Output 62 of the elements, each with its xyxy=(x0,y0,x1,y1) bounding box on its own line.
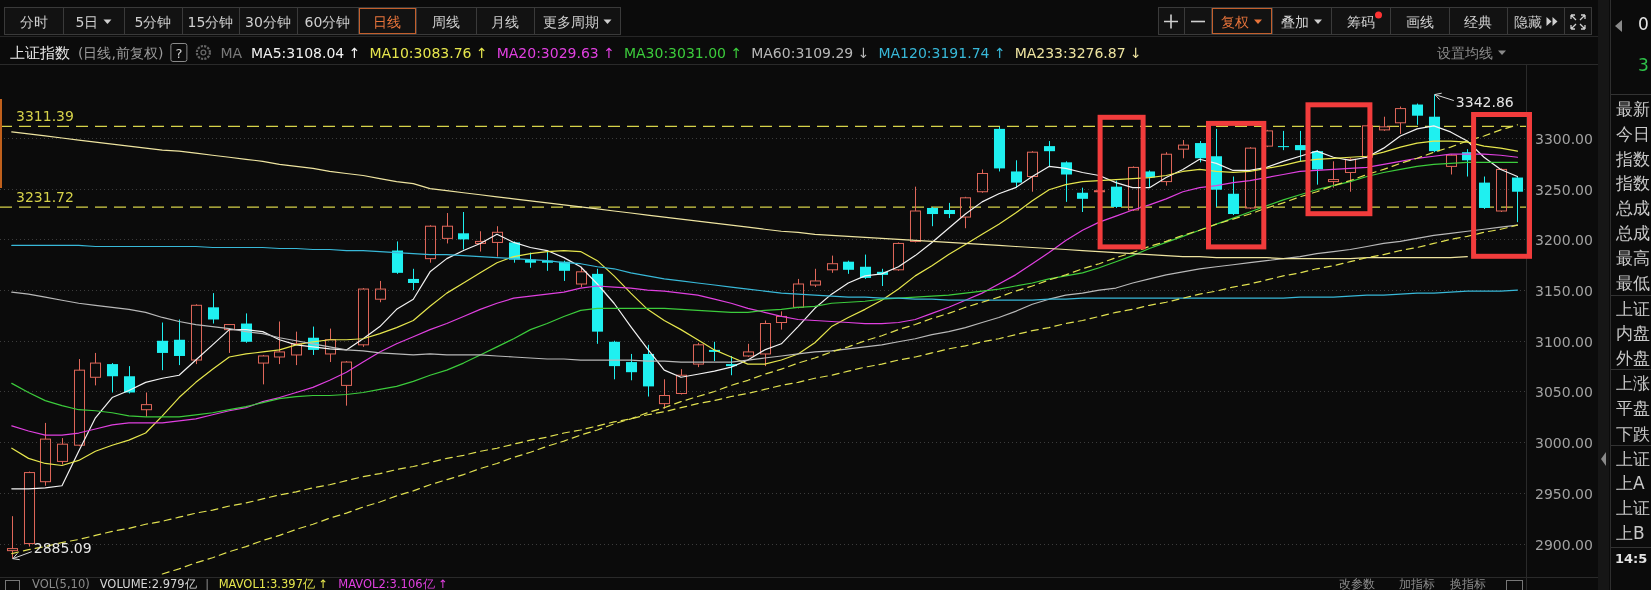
text: 最低 xyxy=(1616,272,1650,293)
text: 上涨 xyxy=(1616,373,1650,393)
text: 总成 xyxy=(1615,198,1650,218)
y-tick-label: 3050.00 xyxy=(1535,384,1593,401)
text: 上证 xyxy=(1616,298,1650,319)
y-tick-label: 3200.00 xyxy=(1535,232,1593,249)
text: 平盘 xyxy=(1616,398,1650,418)
button: 周线 xyxy=(416,7,477,35)
button: 复权 xyxy=(1211,7,1273,35)
text: 上A xyxy=(1616,473,1645,493)
button: 经典 xyxy=(1449,7,1508,35)
button: 15分钟 xyxy=(182,7,240,35)
y-tick-label: 3150.00 xyxy=(1535,283,1593,300)
y-tick-label: 2950.00 xyxy=(1535,485,1593,502)
button: 60分钟 xyxy=(297,7,359,35)
chart-title: 上证指数 xyxy=(10,44,70,62)
text: 上证 xyxy=(1616,498,1650,518)
annotation: 换指标 xyxy=(1450,577,1486,590)
button: 隐藏 xyxy=(1507,7,1565,35)
chart-subtitle: (日线,前复权) xyxy=(78,45,164,61)
annotation: VOL(5,10) xyxy=(32,577,90,590)
button: 30分钟 xyxy=(239,7,298,35)
text: 设置均线 xyxy=(1437,45,1493,61)
button: 画线 xyxy=(1390,7,1450,35)
button: 5分钟 xyxy=(124,7,183,35)
button: 分时 xyxy=(4,7,64,35)
text: 下跌 xyxy=(1616,423,1650,444)
y-tick-label: 3100.00 xyxy=(1535,333,1593,350)
ref-line-label: 3311.39 xyxy=(16,108,74,125)
annotation: VOLUME:2.979亿 xyxy=(99,577,197,590)
ref-line-label: 3231.72 xyxy=(16,189,74,206)
text: 上B xyxy=(1616,522,1645,543)
annotation: MAVOL1:3.397亿 ↑ xyxy=(218,577,329,590)
annotation: 改参数 xyxy=(1339,577,1375,590)
y-tick-label: 3000.00 xyxy=(1535,435,1593,452)
text: 最高 xyxy=(1616,247,1650,268)
y-tick-label: 3250.00 xyxy=(1535,181,1593,198)
text: 上证 xyxy=(1616,449,1650,469)
text: 0 xyxy=(1638,14,1649,34)
annotation: 2885.09 xyxy=(33,539,92,556)
text: 今日 xyxy=(1616,123,1650,144)
button: 更多周期 xyxy=(534,7,621,35)
button: 叠加 xyxy=(1272,7,1332,35)
button: 筹码 xyxy=(1331,7,1391,35)
legend: MA MA5:3108.04 ↑ MA10:3083.76 ↑ MA20:3029.63 ↑ MA30:3031.00 ↑ MA60:3109.29 ↓ MA120:3191.74 ↑ MA233:3276.87 ↓ xyxy=(220,45,1142,61)
annotation: MAVOL2:3.106亿 ↑ xyxy=(338,577,448,590)
text: 指数 xyxy=(1615,148,1650,169)
button: 月线 xyxy=(476,7,535,35)
button: 日线 xyxy=(358,7,417,35)
button: 5日 xyxy=(63,7,125,35)
y-tick-label: 3300.00 xyxy=(1535,131,1593,147)
text: 指数 xyxy=(1615,173,1650,194)
y-tick-label: 2900.00 xyxy=(1535,536,1593,553)
annotation: 加指标 xyxy=(1399,577,1435,590)
annotation: 3342.86 xyxy=(1455,93,1514,110)
text: 总成 xyxy=(1615,223,1650,243)
text: 内盘 xyxy=(1616,323,1650,343)
text: 外盘 xyxy=(1616,348,1650,368)
text: 14:5 xyxy=(1615,551,1648,567)
text: 最新 xyxy=(1616,99,1650,119)
button: ? xyxy=(170,43,188,62)
text: 3 xyxy=(1638,55,1649,75)
